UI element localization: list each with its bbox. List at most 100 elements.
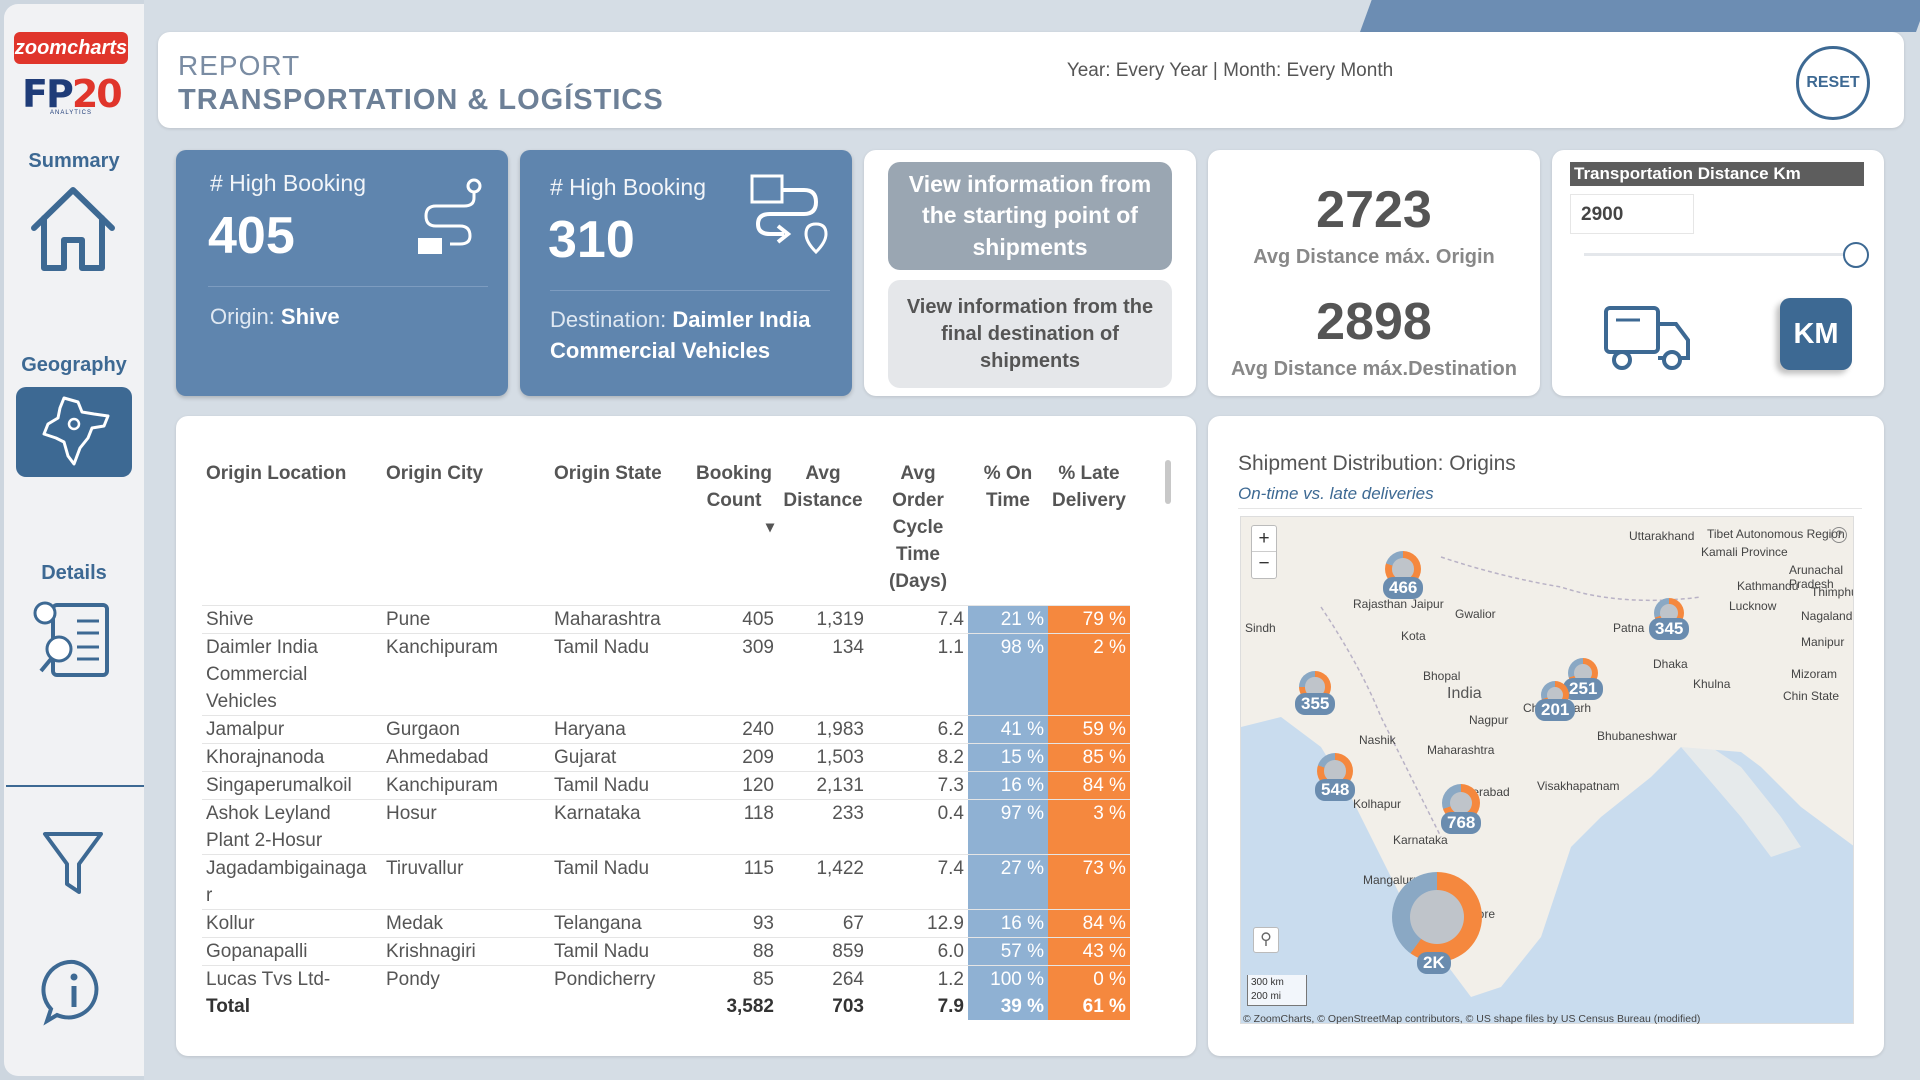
table-cell: Jamalpur	[202, 715, 382, 744]
map-bubble[interactable]	[1392, 872, 1482, 962]
map-bubble-label: 2K	[1417, 952, 1451, 974]
map-title: Shipment Distribution: Origins	[1238, 452, 1516, 475]
map-bubble-center	[1410, 890, 1464, 944]
kpi2-value: 310	[548, 211, 635, 269]
sidebar	[4, 4, 144, 1076]
map-city-label: Nagaland	[1801, 609, 1853, 623]
avg-distance-origin-value: 2723	[1316, 181, 1432, 239]
header	[158, 32, 1904, 128]
table-cell: 118	[690, 799, 778, 855]
table-cell: 7.4	[868, 854, 968, 910]
map-city-label: Kathmandu	[1737, 579, 1799, 593]
map-bubble-label: 548	[1315, 779, 1356, 801]
map-city-label: Karnataka	[1393, 833, 1448, 847]
total-cell	[550, 993, 690, 1020]
lasso-icon[interactable]: ⚲	[1253, 927, 1279, 953]
table-row[interactable]: Shive Pune Maharashtra 405 1,319 7.4 21 % 79 %	[202, 605, 1130, 634]
sort-desc-icon[interactable]: ▾	[765, 519, 774, 536]
shipment-map[interactable]: Uttarakhand Kamali Province Kathmandu Thimp…	[1240, 516, 1854, 1024]
table-cell: 73 %	[1048, 854, 1130, 910]
table-cell: Tiruvallur	[382, 854, 550, 910]
delivery-route-icon	[748, 172, 832, 263]
table-cell: 6.0	[868, 937, 968, 966]
table-row[interactable]: Singaperumalkoil Kanchipuram Tamil Nadu 120…	[202, 771, 1130, 800]
reset-button[interactable]: RESET	[1796, 46, 1870, 120]
table-cell: Tamil Nadu	[550, 771, 690, 800]
truck-icon	[1602, 304, 1694, 379]
logo-analytics: ANALYTICS	[50, 110, 92, 116]
column-header[interactable]: Avg Distance	[783, 463, 863, 511]
table-cell: Tamil Nadu	[550, 633, 690, 716]
map-bubble-center	[1574, 664, 1592, 682]
kpi1-sub-value: Shive	[280, 304, 340, 329]
table-scrollbar[interactable]	[1165, 460, 1171, 504]
map-help-icon[interactable]: ?	[1831, 527, 1847, 543]
table-cell: 240	[690, 715, 778, 744]
map-bubble-label: 251	[1563, 678, 1604, 700]
sidebar-divider	[6, 785, 144, 787]
map-city-label: Mizoram	[1791, 667, 1838, 681]
column-header[interactable]: % On Time	[983, 463, 1033, 511]
table-cell: 85 %	[1048, 743, 1130, 772]
total-cell: 3,582	[726, 996, 774, 1017]
table-row[interactable]: Jagadambigainaga r Tiruvallur Tamil Nadu 11…	[202, 854, 1130, 910]
details-icon[interactable]	[30, 596, 116, 680]
column-header[interactable]: Origin State	[554, 463, 662, 484]
total-cell: 61 %	[1048, 993, 1130, 1020]
view-destination-button[interactable]: View information from the final destinat…	[888, 280, 1172, 388]
table-row[interactable]: Jamalpur Gurgaon Haryana 240 1,983 6.2 41 % 59 …	[202, 715, 1130, 744]
table-cell: 309	[690, 633, 778, 716]
table-cell: 1.2	[868, 965, 968, 993]
table-cell: Pune	[382, 605, 550, 634]
table-row[interactable]: Lucas Tvs Ltd- Pondy Pondicherry 85 264 1.2 10…	[202, 965, 1130, 993]
zoom-out-button[interactable]: −	[1258, 553, 1270, 574]
table-cell: 27 %	[968, 854, 1048, 910]
column-header[interactable]: Origin City	[386, 463, 484, 484]
map-city-label: Khulna	[1693, 677, 1731, 691]
home-icon[interactable]	[26, 180, 120, 276]
map-city-label: Bhopal	[1423, 669, 1461, 683]
column-header[interactable]: % Late Delivery	[1052, 463, 1126, 511]
map-scale: 300 km 200 mi	[1247, 975, 1307, 1006]
distance-input[interactable]: 2900	[1570, 194, 1694, 234]
kpi1-divider	[208, 286, 488, 287]
map-divider	[1238, 508, 1862, 509]
map-city-label: Bhubaneshwar	[1597, 729, 1678, 743]
sidebar-item-details-label: Details	[41, 562, 107, 584]
view-origin-button[interactable]: View information from the starting point…	[888, 162, 1172, 270]
map-city-label: Nagpur	[1469, 713, 1509, 727]
kpi1-value: 405	[208, 207, 295, 265]
column-header[interactable]: Avg Order Cycle Time (Days)	[888, 463, 948, 592]
slider-track[interactable]	[1584, 253, 1856, 256]
table-row[interactable]: Daimler India Commercial Vehicles Kanchip…	[202, 633, 1130, 716]
table-row[interactable]: Gopanapalli Krishnagiri Tamil Nadu 88 859 6.0…	[202, 937, 1130, 966]
total-cell: 39 %	[968, 993, 1048, 1020]
table-cell: 84 %	[1048, 771, 1130, 800]
table-cell: Ahmedabad	[382, 743, 550, 772]
avg-distance-panel	[1208, 150, 1540, 396]
table-total-row: Total 3,582 703 7.9 39 % 61 %	[202, 993, 1130, 1020]
table-row[interactable]: Ashok Leyland Plant 2-Hosur Hosur Karnatak…	[202, 799, 1130, 855]
map-city-label: Kamali Province	[1701, 545, 1788, 559]
filter-icon[interactable]	[38, 826, 108, 900]
table-row[interactable]: Kollur Medak Telangana 93 67 12.9 16 % 84 %	[202, 909, 1130, 938]
column-header[interactable]: Booking Count ▾	[690, 460, 778, 606]
table-cell: 1,503	[778, 743, 868, 772]
table-cell: 3 %	[1048, 799, 1130, 855]
table-cell: 264	[778, 965, 868, 993]
india-map-icon[interactable]	[16, 387, 132, 477]
info-icon[interactable]	[38, 956, 110, 1028]
kpi2-sub-value: Daimler India Commercial Vehicles	[550, 307, 811, 363]
table-cell: 88	[690, 937, 778, 966]
map-bubble-label: 355	[1295, 693, 1336, 715]
table-row[interactable]: Khorajnanoda Ahmedabad Gujarat 209 1,503 8.2 1…	[202, 743, 1130, 772]
column-header[interactable]: Origin Location	[206, 463, 347, 484]
table-header-row: Origin Location Origin City Origin State Bo…	[202, 460, 1130, 606]
map-city-label: Chin State	[1783, 689, 1840, 703]
zoom-in-button[interactable]: +	[1252, 526, 1276, 552]
route-icon	[416, 174, 486, 263]
table-cell: 120	[690, 771, 778, 800]
slider-handle[interactable]	[1843, 242, 1869, 268]
table-cell: 233	[778, 799, 868, 855]
table-body: Shive Pune Maharashtra 405 1,319 7.4 21 % 79 % D…	[202, 605, 1130, 1020]
